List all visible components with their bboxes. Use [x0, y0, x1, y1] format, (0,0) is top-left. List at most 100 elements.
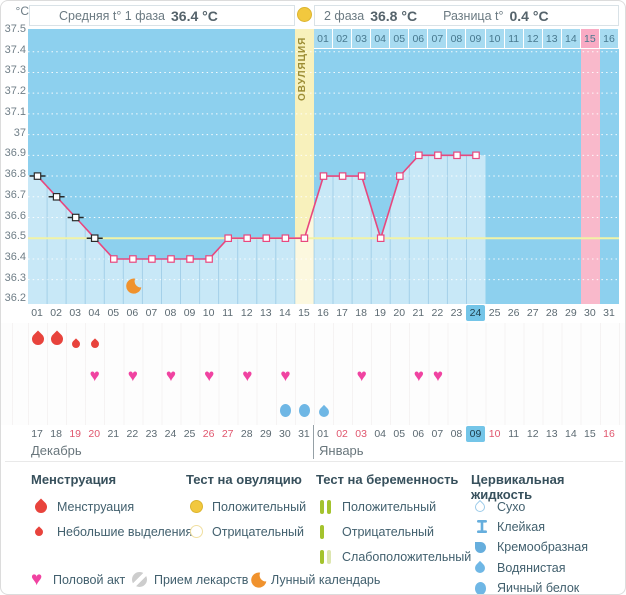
cycle-day-cell[interactable]: 22: [431, 307, 444, 319]
dpo-cell[interactable]: 06: [409, 29, 429, 49]
dpo-cell[interactable]: 02: [333, 29, 353, 49]
calendar-date-cell[interactable]: 20: [88, 428, 101, 440]
calendar-date-cell[interactable]: 14: [564, 428, 577, 440]
cycle-day-cell[interactable]: 30: [584, 307, 596, 319]
temp-marker-day-11[interactable]: [224, 234, 233, 243]
calendar-date-cell[interactable]: 13: [545, 428, 558, 440]
calendar-date-cell[interactable]: 15: [584, 428, 596, 440]
cycle-day-cell[interactable]: 16: [317, 307, 329, 319]
dpo-cell[interactable]: 15: [580, 29, 600, 49]
dpo-cell[interactable]: 04: [371, 29, 391, 49]
temp-marker-day-15[interactable]: [300, 234, 309, 243]
calendar-date-cell[interactable]: 05: [393, 428, 406, 440]
dpo-cell[interactable]: 08: [447, 29, 467, 49]
calendar-date-cell[interactable]: 28: [240, 428, 253, 440]
temp-marker-day-6[interactable]: [129, 255, 137, 263]
temp-marker-day-8[interactable]: [167, 255, 175, 263]
cycle-day-cell[interactable]: 29: [564, 307, 577, 319]
cycle-day-cell[interactable]: 09: [183, 307, 196, 319]
temp-marker-day-16[interactable]: [319, 172, 328, 180]
dpo-cell[interactable]: 13: [542, 29, 562, 49]
temp-marker-day-2[interactable]: [52, 193, 61, 201]
calendar-date-cell[interactable]: 06: [412, 428, 425, 440]
cycle-day-cell[interactable]: 21: [412, 307, 425, 319]
temp-marker-day-18[interactable]: [357, 172, 366, 180]
temp-marker-day-12[interactable]: [243, 234, 252, 243]
cycle-day-cell[interactable]: 17: [336, 307, 348, 319]
calendar-date-cell[interactable]: 07: [431, 428, 444, 440]
dpo-cell[interactable]: 10: [485, 29, 505, 49]
cycle-day-cell[interactable]: 06: [126, 307, 139, 319]
temp-marker-day-4[interactable]: [90, 234, 99, 243]
cycle-day-cell[interactable]: 05: [107, 307, 120, 319]
calendar-date-cell[interactable]: 23: [145, 428, 158, 440]
calendar-date-cell[interactable]: 26: [202, 428, 215, 440]
cycle-day-cell[interactable]: 14: [279, 307, 291, 319]
temp-marker-day-1[interactable]: [33, 172, 42, 180]
cycle-day-cell[interactable]: 23: [450, 307, 463, 319]
calendar-date-cell[interactable]: 24: [164, 428, 177, 440]
cycle-day-cell[interactable]: 10: [202, 307, 215, 319]
cycle-day-cell[interactable]: 07: [145, 307, 158, 319]
cycle-day-cell[interactable]: 12: [240, 307, 253, 319]
dpo-cell[interactable]: 16: [599, 29, 619, 49]
calendar-date-cell[interactable]: 03: [355, 428, 367, 440]
dpo-cell[interactable]: 03: [352, 29, 372, 49]
cycle-day-cell[interactable]: 13: [259, 307, 272, 319]
calendar-date-cell[interactable]: 11: [508, 428, 520, 440]
cycle-day-cell[interactable]: 11: [222, 307, 234, 319]
calendar-date-cell[interactable]: 31: [298, 428, 310, 440]
temp-marker-day-22[interactable]: [434, 151, 442, 160]
cycle-day-cell[interactable]: 04: [88, 307, 101, 319]
calendar-date-cell[interactable]: 04: [374, 428, 387, 440]
temp-marker-day-19[interactable]: [376, 234, 385, 243]
cycle-day-cell[interactable]: 27: [526, 307, 539, 319]
cycle-day-cell[interactable]: 31: [603, 307, 615, 319]
temp-marker-day-23[interactable]: [453, 151, 461, 160]
dpo-cell[interactable]: 14: [561, 29, 581, 49]
temp-marker-day-5[interactable]: [109, 255, 118, 263]
cycle-day-cell[interactable]: 01: [31, 307, 43, 319]
cycle-day-cell[interactable]: 20: [393, 307, 406, 319]
temp-marker-day-20[interactable]: [396, 172, 404, 180]
calendar-date-cell[interactable]: 02: [336, 428, 348, 440]
cycle-day-cell[interactable]: 25: [488, 307, 501, 319]
calendar-date-cell[interactable]: 10: [488, 428, 501, 440]
dpo-cell[interactable]: 07: [428, 29, 448, 49]
dpo-cell[interactable]: 09: [466, 29, 486, 49]
cycle-day-cell-current[interactable]: 24: [466, 305, 485, 321]
dpo-cell[interactable]: 12: [523, 29, 543, 49]
calendar-date-cell[interactable]: 18: [50, 428, 62, 440]
temp-marker-day-21[interactable]: [415, 151, 423, 160]
calendar-date-cell[interactable]: 17: [31, 428, 43, 440]
calendar-date-cell[interactable]: 19: [69, 428, 81, 440]
calendar-date-cell[interactable]: 08: [450, 428, 463, 440]
temp-marker-day-10[interactable]: [205, 255, 213, 263]
dpo-cell[interactable]: 11: [504, 29, 524, 49]
calendar-date-cell[interactable]: 25: [183, 428, 196, 440]
calendar-date-cell[interactable]: 22: [126, 428, 139, 440]
cycle-day-cell[interactable]: 08: [164, 307, 177, 319]
dpo-cell[interactable]: 05: [390, 29, 410, 49]
cycle-day-cell[interactable]: 02: [50, 307, 62, 319]
calendar-date-cell[interactable]: 27: [221, 428, 234, 440]
temp-marker-day-9[interactable]: [186, 255, 194, 263]
temp-marker-day-7[interactable]: [148, 255, 156, 263]
dpo-cell[interactable]: 01: [313, 29, 334, 49]
cycle-day-cell[interactable]: 26: [507, 307, 520, 319]
cycle-day-cell[interactable]: 15: [298, 307, 310, 319]
calendar-date-cell[interactable]: 29: [259, 428, 272, 440]
calendar-date-cell[interactable]: 12: [526, 428, 539, 440]
temp-marker-day-13[interactable]: [262, 234, 271, 243]
cycle-day-cell[interactable]: 18: [355, 307, 367, 319]
calendar-date-cell[interactable]: 16: [603, 428, 615, 440]
cycle-day-cell[interactable]: 28: [545, 307, 558, 319]
cycle-day-cell[interactable]: 19: [374, 307, 387, 319]
temp-marker-day-3[interactable]: [71, 213, 80, 222]
cycle-day-cell[interactable]: 03: [69, 307, 81, 319]
calendar-date-cell[interactable]: 01: [317, 428, 329, 440]
calendar-date-cell[interactable]: 30: [279, 428, 291, 440]
temp-marker-day-14[interactable]: [281, 234, 290, 243]
calendar-date-cell[interactable]: 21: [107, 428, 120, 440]
calendar-date-cell-today[interactable]: 09: [466, 426, 485, 442]
